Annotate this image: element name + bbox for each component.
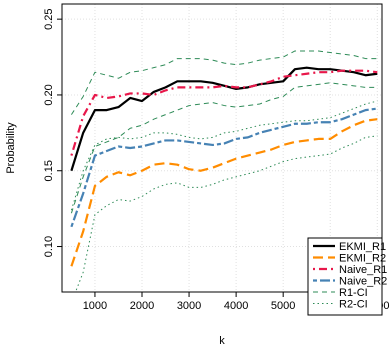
series-line-ekmi-r1 — [70, 66, 378, 172]
series-line-r1-ci-lower — [70, 82, 378, 214]
legend-label-r1-ci: R1-CI — [339, 287, 368, 299]
x-tick-label: 2000 — [130, 300, 154, 312]
x-tick-label: 4000 — [224, 300, 248, 312]
series-line-r1-ci-upper — [70, 50, 378, 115]
x-tick-label: 5000 — [271, 300, 295, 312]
y-axis-label: Probability — [5, 122, 17, 174]
series-line-r2-ci-upper — [70, 100, 378, 211]
legend-label-naive-r1: Naive_R1 — [339, 264, 387, 276]
legend-label-r2-ci: R2-CI — [339, 299, 368, 311]
x-axis-label: k — [219, 335, 225, 347]
axes: 10002000300040005000600070000.100.150.20… — [43, 8, 390, 312]
x-tick-label: 3000 — [177, 300, 201, 312]
x-tick-label: 1000 — [83, 300, 107, 312]
series-line-naive-r1 — [70, 69, 378, 156]
legend-label-ekmi-r2: EKMI_R2 — [339, 253, 386, 265]
legend-box — [307, 237, 383, 316]
legend-label-ekmi-r1: EKMI_R1 — [339, 241, 386, 253]
y-tick-label: 0.20 — [43, 84, 55, 105]
series-layer — [70, 50, 378, 292]
y-tick-label: 0.25 — [43, 8, 55, 29]
plot-frame — [61, 3, 383, 293]
series-line-naive-r2 — [70, 107, 378, 228]
y-tick-label: 0.15 — [43, 160, 55, 181]
legend-label-naive-r2: Naive_R2 — [339, 276, 387, 288]
y-tick-label: 0.10 — [43, 236, 55, 257]
